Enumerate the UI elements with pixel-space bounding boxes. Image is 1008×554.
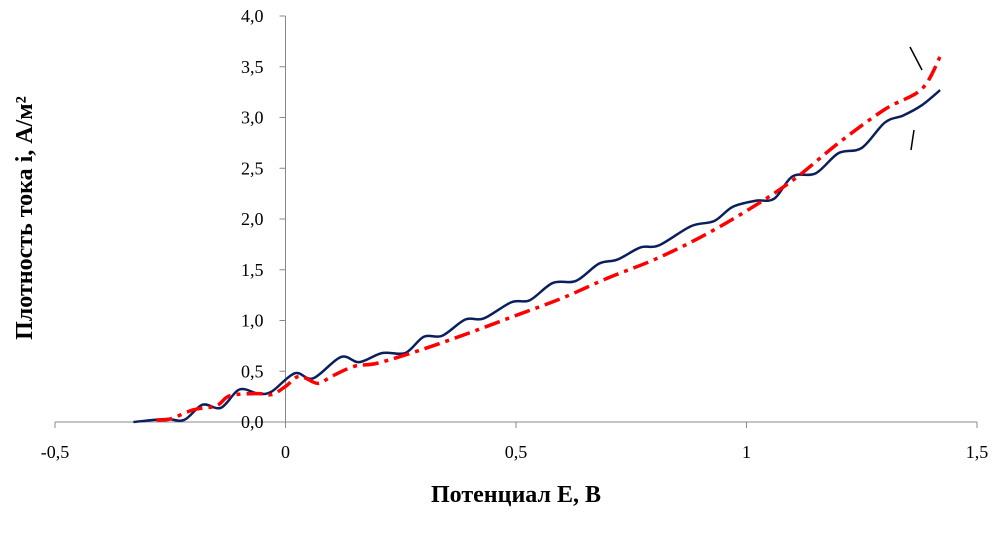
x-tick-label: 1,5 [966,442,989,462]
x-tick-label: 1 [742,442,751,462]
annotation-line [910,129,915,151]
y-tick-label: 4,0 [241,6,264,26]
y-tick-label: 2,0 [241,209,264,229]
y-axis-label: Плотность тока i, А/м² [12,96,38,340]
y-tick-label: 3,0 [241,108,264,128]
x-tick-label: -0,5 [41,442,70,462]
y-tick-label: 1,0 [241,311,264,331]
annotation-line [909,46,923,71]
y-tick-label: 2,5 [241,158,264,178]
x-axis-label: Потенциал Е, В [431,482,601,508]
x-tick-label: 0 [281,442,290,462]
data-line [156,55,942,422]
y-tick-label: 3,5 [241,57,264,77]
y-tick-label: 0,5 [241,361,264,381]
y-tick-label: 1,5 [241,260,264,280]
x-tick-label: 0,5 [505,442,528,462]
y-tick-label: 0,0 [241,412,264,432]
